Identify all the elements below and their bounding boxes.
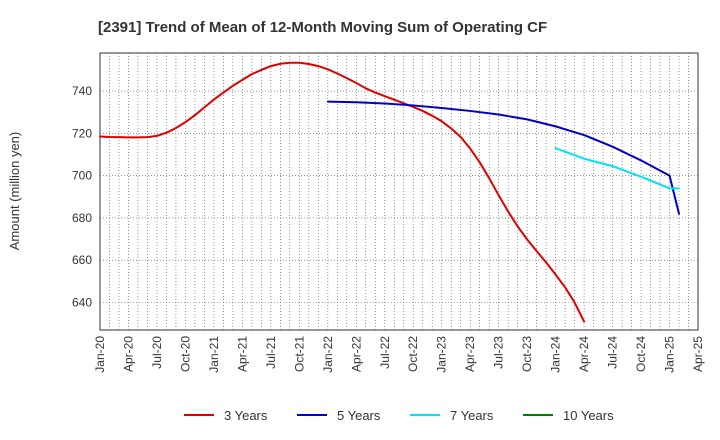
x-tick-label: Oct-20 <box>178 336 192 372</box>
x-tick-label: Oct-21 <box>292 336 306 372</box>
y-tick-label: 740 <box>72 84 92 98</box>
plot-background <box>99 52 699 331</box>
y-axis-label: Amount (million yen) <box>7 132 22 251</box>
y-axis-ticks: 640 660 680 700 720 740 <box>72 84 92 309</box>
plot-area <box>99 52 699 331</box>
y-tick-label: 700 <box>72 169 92 183</box>
series-line-5-years <box>326 100 681 215</box>
x-tick-label: Jan-25 <box>663 336 677 373</box>
x-tick-label: Oct-22 <box>406 336 420 372</box>
x-tick-label: Oct-23 <box>520 336 534 372</box>
x-tick-label: Jan-24 <box>549 336 563 373</box>
legend-label: 5 Years <box>337 408 381 423</box>
series-line-7-years <box>554 147 681 190</box>
grid-x <box>109 53 689 330</box>
x-tick-label: Jan-22 <box>321 336 335 373</box>
x-tick-label: Jul-20 <box>150 336 164 369</box>
legend-label: 3 Years <box>224 408 268 423</box>
x-tick-label: Jul-23 <box>492 336 506 369</box>
chart-title: [2391] Trend of Mean of 12-Month Moving … <box>98 19 547 36</box>
y-tick-label: 640 <box>72 296 92 310</box>
x-tick-label: Jan-23 <box>435 336 449 373</box>
grid-y <box>100 90 698 303</box>
legend-label: 7 Years <box>450 408 494 423</box>
y-tick-label: 720 <box>72 126 92 140</box>
x-tick-label: Apr-25 <box>691 336 705 372</box>
x-tick-label: Apr-22 <box>349 336 363 372</box>
x-tick-label: Apr-21 <box>235 336 249 372</box>
x-tick-label: Jul-22 <box>378 336 392 369</box>
x-tick-label: Jul-24 <box>606 336 620 369</box>
x-tick-label: Jul-21 <box>264 336 278 369</box>
x-axis-ticks: Jan-20 Apr-20 Jul-20 Oct-20 Jan-21 Apr-21 Jul-… <box>93 336 705 373</box>
legend-label: 10 Years <box>563 408 614 423</box>
x-tick-label: Apr-24 <box>577 336 591 372</box>
series-lines <box>99 61 681 323</box>
y-tick-label: 680 <box>72 211 92 225</box>
series-line-3-years <box>99 61 586 323</box>
x-tick-label: Oct-24 <box>634 336 648 372</box>
x-tick-label: Apr-23 <box>463 336 477 372</box>
x-tick-label: Jan-21 <box>207 336 221 373</box>
x-tick-label: Apr-20 <box>121 336 135 372</box>
x-tick-label: Jan-20 <box>93 336 107 373</box>
legend: 3 Years 5 Years 7 Years 10 Years <box>184 408 614 423</box>
y-tick-label: 660 <box>72 253 92 267</box>
